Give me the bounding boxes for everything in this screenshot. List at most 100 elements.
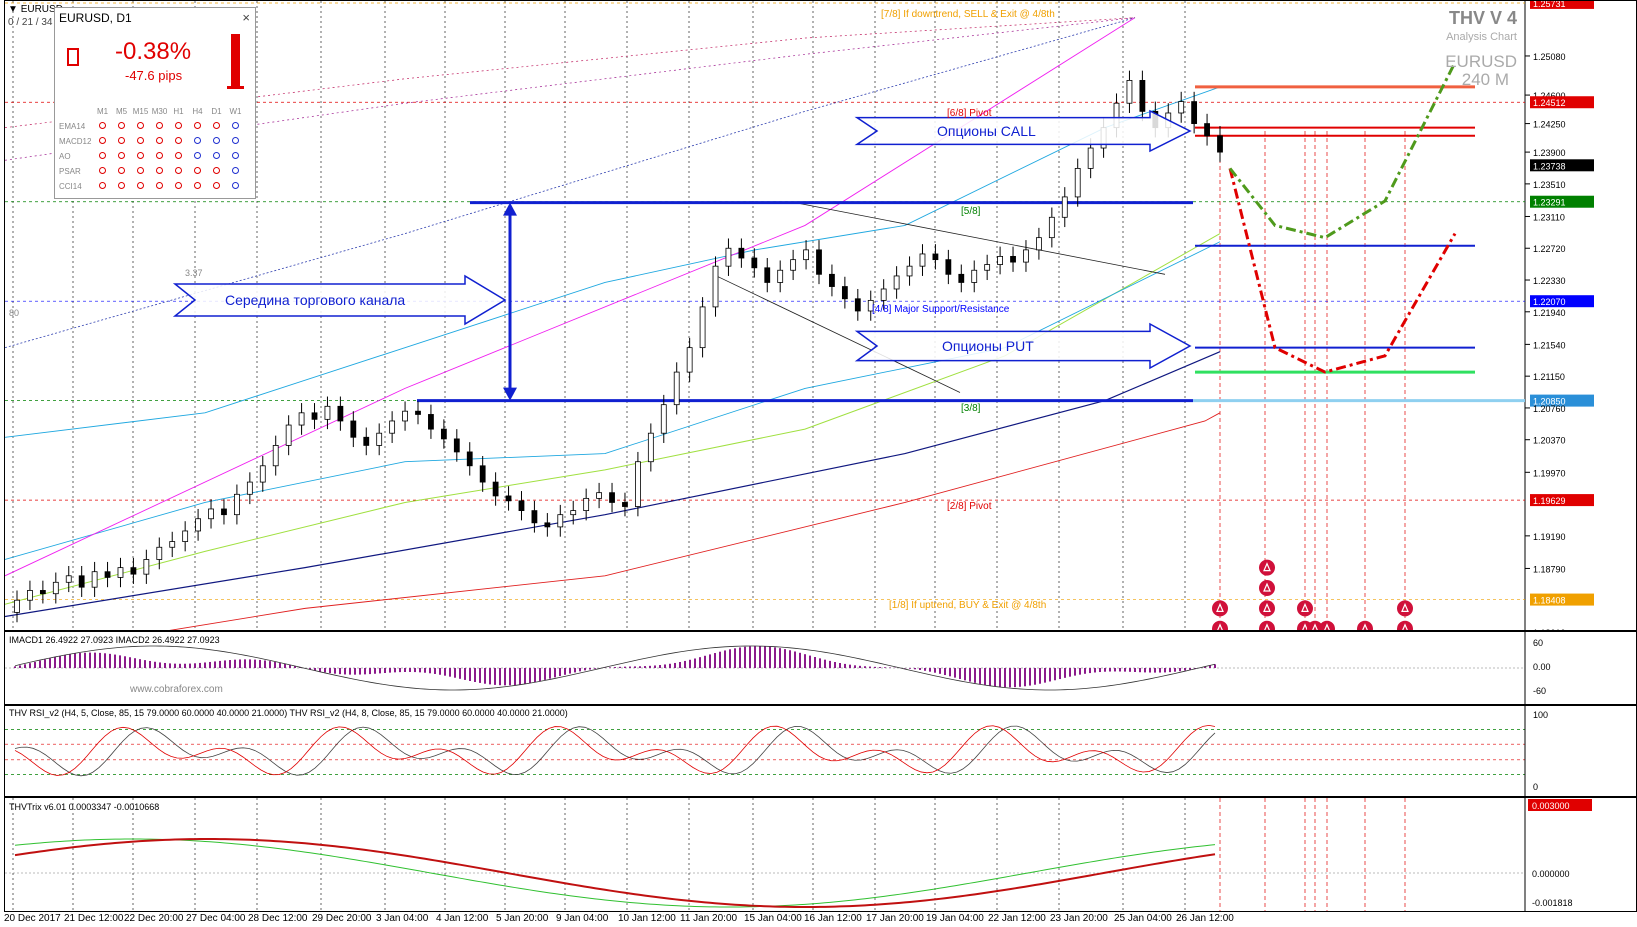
price-label: 1.23110 (1533, 212, 1565, 222)
sell-signal-icon (118, 137, 125, 144)
sell-signal-icon (99, 122, 106, 129)
candle-body (130, 567, 137, 575)
sell-signal-icon (213, 167, 220, 174)
buy-signal-icon (213, 137, 220, 144)
rsi-line (14, 725, 1216, 777)
time-axis-label: 25 Jan 04:00 (1114, 913, 1172, 924)
buy-signal-icon (232, 137, 239, 144)
price-badge (1530, 96, 1594, 109)
candle-body (583, 497, 590, 511)
candle-body (259, 465, 266, 483)
candle-body (440, 428, 447, 440)
candle-body (169, 541, 176, 548)
sell-signal-icon (156, 122, 163, 129)
sell-signal-icon (175, 152, 182, 159)
alert-bell-icon (1212, 600, 1228, 617)
signal-info-panel[interactable]: EURUSD, D1 × -0.38% -47.6 pips M1 M5 M15 M3… (54, 7, 256, 199)
rsi-label: THV RSI_v2 (H4, 5, Close, 85, 15 79.0000… (9, 708, 568, 718)
candle-body (557, 514, 564, 528)
time-axis-label: 20 Dec 2017 (4, 913, 61, 924)
price-badge (1530, 394, 1594, 407)
buy-signal-icon (232, 167, 239, 174)
sell-signal-icon (118, 167, 125, 174)
candle-body (1010, 255, 1016, 263)
time-axis-label: 23 Jan 20:00 (1050, 913, 1108, 924)
trix-axis-label: -0.001818 (1532, 898, 1573, 908)
brand-title: THV V 4 (1448, 8, 1517, 28)
trix-chart-svg: THVTrix v6.01 0.0003347 -0.0010668 0.0030… (5, 798, 1592, 911)
change-pips: -47.6 pips (125, 68, 183, 83)
time-axis-label: 4 Jan 12:00 (436, 913, 489, 924)
buy-signal-icon (232, 122, 239, 129)
sell-signal-icon (194, 182, 201, 189)
trix-signal-line (14, 838, 1216, 908)
candle-body (14, 599, 20, 613)
channel-mid-arrow (172, 274, 507, 326)
channel-mid-label: Середина торгового канала (225, 292, 405, 308)
fib-label: 3.37 (185, 268, 203, 278)
candle-body (880, 288, 887, 301)
price-badge-label: 1.18408 (1533, 596, 1566, 606)
macd-panel[interactable]: IMACD1 26.4922 27.0923 IMACD2 26.4922 27… (4, 631, 1637, 705)
murrey-68-label: [6/8] Pivot (947, 108, 992, 119)
forecast-path (1228, 61, 1457, 240)
candle-body (104, 571, 111, 578)
candle-body (195, 518, 201, 532)
price-badge (1530, 195, 1594, 208)
price-badge-label: 1.22070 (1533, 297, 1566, 307)
candle-body (518, 500, 525, 511)
candle-body (1204, 123, 1210, 137)
signal-grid: M1 M5 M15 M30 H1 H4 D1 W1 EMA14 MACD12 AO PSAR CCI14 (59, 104, 245, 194)
candle-body (402, 410, 408, 422)
sell-signal-icon (175, 122, 182, 129)
candle-body (428, 414, 434, 430)
candle-body (997, 255, 1003, 265)
sell-signal-icon (175, 182, 182, 189)
time-axis-label: 15 Jan 04:00 (744, 913, 802, 924)
candle-body (1023, 249, 1029, 263)
candle-body (777, 269, 784, 283)
alert-bell-glyph (1217, 623, 1223, 630)
candle-body (221, 508, 227, 516)
price-label: 1.18790 (1533, 564, 1566, 574)
timeframe-header: W1 (229, 107, 242, 116)
candle-body (143, 559, 150, 575)
trix-axis-label: 0.000000 (1532, 869, 1570, 879)
price-badge (1530, 494, 1594, 507)
close-icon[interactable]: × (242, 10, 250, 25)
candle-body (751, 257, 758, 269)
trix-panel[interactable]: THVTrix v6.01 0.0003347 -0.0010668 0.0030… (4, 797, 1637, 912)
candle-body (298, 412, 305, 426)
candle-body (479, 465, 486, 483)
alert-bell-icon (1259, 580, 1275, 597)
candle-body (725, 247, 732, 267)
indicator-label: MACD12 (59, 137, 92, 146)
murrey-28-label: [2/8] Pivot (947, 501, 992, 512)
fib-label: 80 (9, 308, 19, 318)
candle-body (376, 432, 383, 446)
murrey-38-label: [3/8] (961, 403, 981, 414)
candle-body (1061, 196, 1068, 218)
price-badge-label: 1.25731 (1533, 1, 1566, 9)
murrey-48-label: [4/8] Major Support/Resistance (872, 304, 1010, 315)
time-axis-label: 27 Dec 04:00 (186, 913, 246, 924)
strength-bar (231, 34, 240, 86)
macd-axis-label: -60 (1533, 686, 1546, 696)
candle-body (531, 510, 538, 524)
put-label: Опционы PUT (942, 338, 1034, 354)
info-panel-title: EURUSD, D1 (59, 11, 132, 25)
trix-axis-label: 0.003000 (1532, 801, 1570, 811)
price-label: 1.25080 (1533, 52, 1566, 62)
candle-body (686, 347, 693, 373)
sell-signal-icon (213, 122, 220, 129)
rsi-panel[interactable]: THV RSI_v2 (H4, 5, Close, 85, 15 79.0000… (4, 705, 1637, 797)
main-price-panel[interactable]: 1.25731 1.25080 1.24600 1.24512 1.24250 1.239… (4, 0, 1637, 631)
rsi-axis-label: 100 (1533, 710, 1548, 720)
murrey-58-label: [5/8] (961, 206, 981, 217)
sell-signal-icon (175, 137, 182, 144)
alert-bell-glyph (1401, 602, 1409, 612)
alert-bell-icon (1297, 600, 1313, 617)
timeframe-header: H1 (173, 107, 184, 116)
